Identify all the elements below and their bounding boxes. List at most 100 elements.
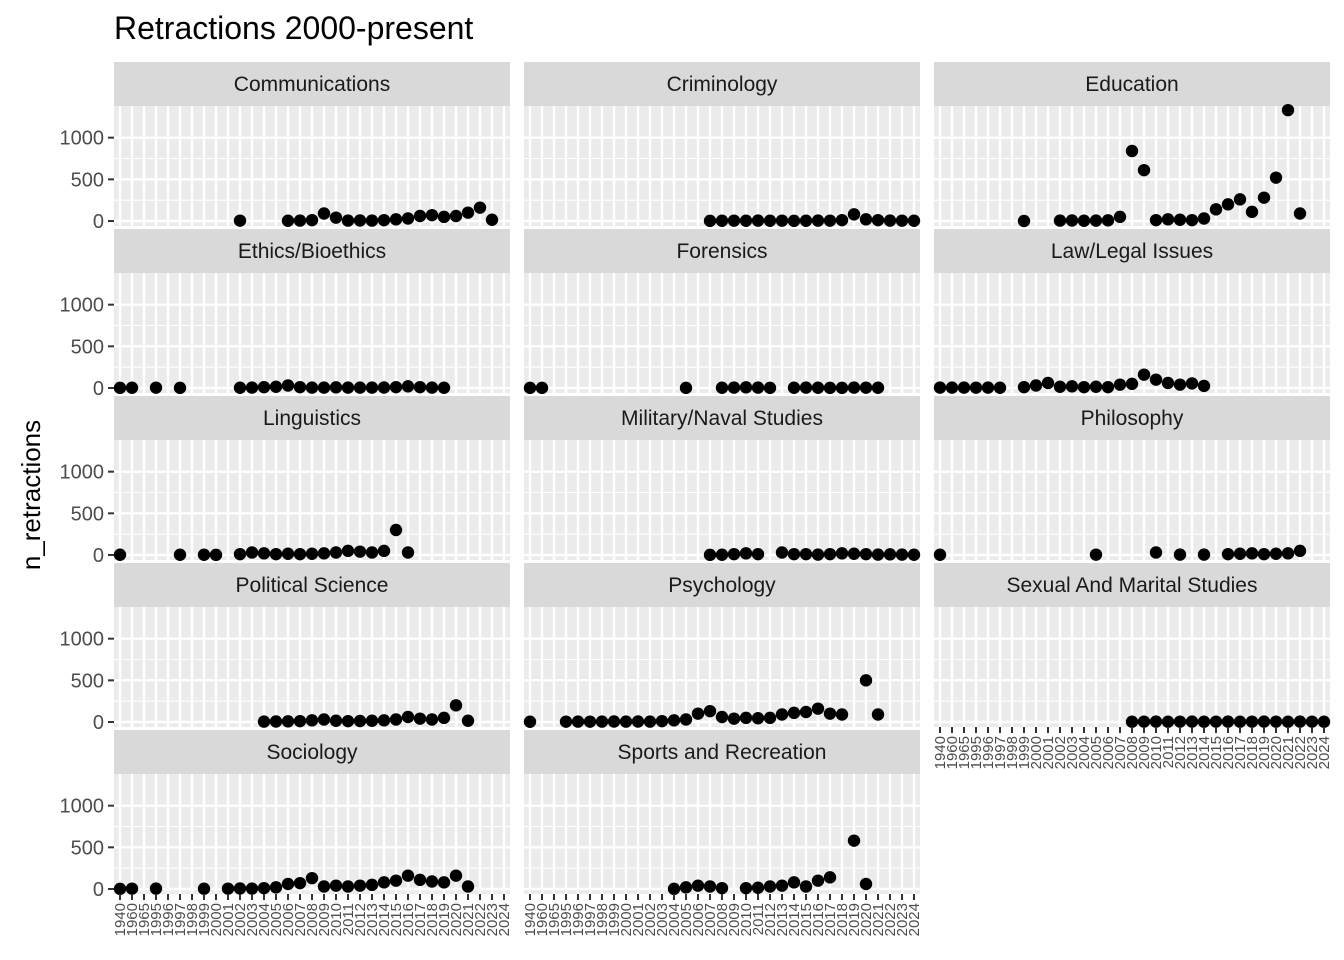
data-point: 2021: 5 — [871, 548, 885, 561]
y-tick-label: 500 — [71, 670, 104, 692]
data-point: 2005: 2 — [679, 381, 693, 395]
x-tick-label: 2000 — [1028, 736, 1045, 769]
data-point: 2009: 610 — [1137, 163, 1151, 177]
x-tick-label: 2007 — [292, 903, 309, 936]
data-point: 2015: 30 — [389, 713, 403, 726]
data-point: 2023: 5 — [895, 548, 909, 561]
facet-strip — [934, 396, 1330, 440]
data-point: 2012: 40 — [1173, 378, 1187, 391]
data-point: 2010: 10 — [739, 881, 753, 895]
x-tick-label: 1998 — [594, 903, 611, 936]
data-point: 2006: 10 — [1101, 380, 1115, 394]
x-tick-label: 2003 — [244, 903, 261, 936]
data-point: 2005: 30 — [679, 713, 693, 726]
data-point: 2008: 130 — [305, 871, 319, 885]
data-point: 2016: 3 — [811, 381, 825, 394]
data-point: 2021: 90 — [871, 708, 885, 721]
x-tick-label: 2014 — [376, 903, 393, 936]
x-tick-label: 2008 — [1124, 736, 1141, 769]
data-point: 2023: 4 — [895, 214, 909, 227]
data-point: 2004: 10 — [257, 380, 271, 394]
x-tick-label: 2021 — [870, 903, 887, 936]
data-point: 2010: 50 — [739, 711, 753, 725]
data-point: 2013: 5 — [365, 381, 379, 394]
data-point: 2008: 3 — [1125, 715, 1139, 728]
x-tick-label: 2006 — [690, 903, 707, 936]
data-point: 2020: 60 — [449, 209, 463, 223]
data-point: 2002: 3 — [233, 381, 247, 394]
data-point: 2007: 2 — [703, 548, 717, 562]
x-tick-label: 2015 — [388, 903, 405, 936]
data-point: 2004: 2 — [667, 882, 681, 896]
x-tick-label: 1998 — [184, 903, 201, 936]
data-point: 2015: 10 — [799, 547, 813, 561]
data-point: 2003: 5 — [245, 381, 259, 394]
data-point: 1999: 3 — [197, 548, 211, 561]
facet-panel-psychology: Psychology1940: 31995: 41996: 51997: 419… — [523, 563, 920, 728]
x-tick-label: 2002 — [232, 903, 249, 936]
data-point: 2017: 15 — [1233, 547, 1247, 560]
x-tick-label: 2007 — [702, 903, 719, 936]
data-point: 2014: 5 — [1197, 548, 1211, 561]
data-point: 2007: 130 — [703, 704, 717, 718]
data-point: 2010: 40 — [329, 211, 343, 224]
x-tick-label: 2006 — [280, 903, 297, 936]
facet-strip — [524, 62, 920, 106]
data-point: 2011: 50 — [341, 544, 355, 558]
data-point: 2020: 60 — [859, 877, 873, 891]
data-point: 2004: 3 — [1077, 214, 1091, 227]
data-point: 2009: 5 — [317, 381, 331, 394]
data-point: 2002: 4 — [233, 214, 247, 227]
data-point: 2019: 50 — [437, 210, 451, 224]
x-tick-label: 2022 — [882, 903, 899, 936]
x-tick-label: 2011 — [750, 903, 767, 935]
data-point: 2006: 100 — [691, 707, 705, 720]
data-point: 2017: 2 — [823, 381, 837, 395]
data-point: 2016: 20 — [401, 380, 415, 393]
data-point: 2002: 15 — [1053, 380, 1067, 393]
y-tick-label: 1000 — [60, 128, 105, 150]
data-point: 2012: 5 — [353, 381, 367, 394]
data-point: 2018: 90 — [835, 708, 849, 721]
x-tick-label: 2015 — [1208, 736, 1225, 769]
data-point: 2023: 15 — [485, 213, 499, 226]
x-tick-label: 2018 — [834, 903, 851, 936]
chart-title: Retractions 2000-present — [114, 10, 473, 46]
data-point: 2015: 10 — [389, 380, 403, 394]
data-point: 2006: 8 — [281, 715, 295, 728]
data-point: 2016: 5 — [811, 214, 825, 227]
data-point: 2013: 90 — [775, 708, 789, 721]
data-point: 2012: 30 — [763, 880, 777, 893]
data-point: 2015: 140 — [1209, 203, 1223, 216]
x-tick-label: 2000 — [618, 903, 635, 936]
data-point: 2021: 20 — [1281, 547, 1295, 560]
data-point: 2006: 8 — [1101, 214, 1115, 227]
data-point: 2015: 30 — [799, 880, 813, 893]
data-point: 2018: 90 — [425, 875, 439, 888]
data-point: 2006: 3 — [281, 214, 295, 227]
data-point: 2015: 20 — [389, 213, 403, 226]
data-point: 2002: 5 — [1053, 214, 1067, 227]
x-tick-label: 2019 — [436, 903, 453, 936]
facet-strip-label: Sports and Recreation — [618, 741, 827, 764]
data-point: 2014: 3 — [1197, 715, 1211, 728]
data-point: 2004: 5 — [257, 715, 271, 728]
data-point: 2017: 40 — [413, 712, 427, 725]
data-point: 2022: 8 — [883, 548, 897, 561]
x-tick-label: 1996 — [980, 736, 997, 769]
data-point: 1960: 2 — [535, 381, 549, 395]
data-point: 2018: 10 — [835, 213, 849, 227]
data-point: 1965: 5 — [957, 381, 971, 394]
data-point: 2019: 5 — [847, 381, 861, 394]
data-point: 2018: 30 — [425, 713, 439, 726]
data-point: 1960: 5 — [945, 381, 959, 394]
x-tick-label: 1965 — [136, 903, 153, 936]
data-point: 2014: 25 — [1197, 379, 1211, 393]
data-point: 2009: 40 — [727, 712, 741, 725]
data-point: 2007: 50 — [1113, 210, 1127, 224]
data-point: 2022: 5 — [1293, 715, 1307, 728]
data-point: 2011: 60 — [1161, 376, 1175, 390]
data-point: 2014: 3 — [787, 381, 801, 394]
data-point: 2024: 3 — [907, 214, 921, 227]
data-point: 2005: 15 — [1089, 380, 1103, 393]
